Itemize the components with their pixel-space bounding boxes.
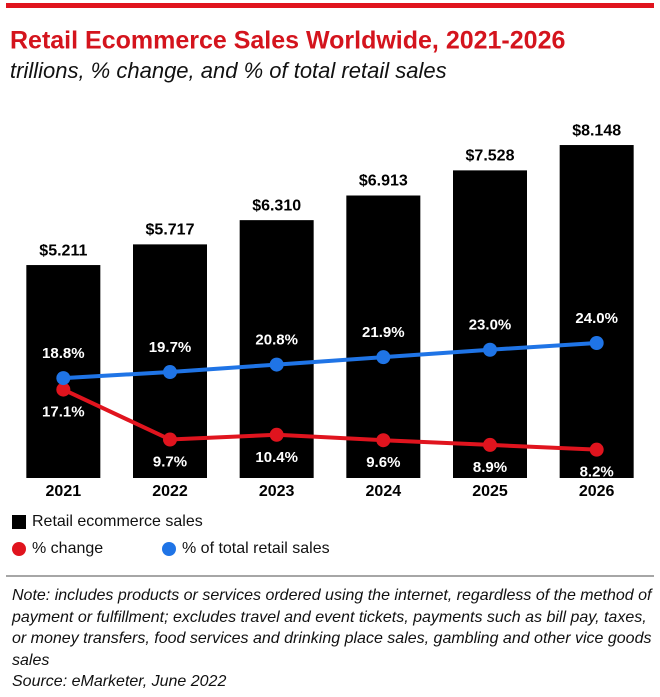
bar-value-label: $8.148 [572, 122, 621, 139]
x-tick-label: 2024 [366, 483, 402, 500]
line-marker [483, 437, 497, 452]
note: Note: includes products or services orde… [12, 587, 652, 669]
line-value-label: 8.9% [473, 459, 507, 476]
bar-value-label: $7.528 [466, 148, 515, 165]
line-marker [163, 432, 177, 447]
line-marker [56, 382, 71, 397]
line-value-label: 10.4% [255, 449, 298, 466]
line-value-label: 20.8% [255, 332, 298, 349]
line-marker [483, 342, 497, 357]
top-rule [6, 3, 654, 8]
line-marker [376, 433, 391, 448]
line-value-label: 21.9% [362, 324, 405, 341]
line-value-label: 24.0% [575, 310, 618, 327]
bar-value-label: $5.211 [39, 242, 87, 259]
x-tick-label: 2026 [579, 483, 615, 500]
line-value-label: 8.2% [580, 464, 614, 481]
x-tick-label: 2021 [46, 483, 82, 500]
line-marker [376, 350, 391, 365]
chart-title: Retail Ecommerce Sales Worldwide, 2021-2… [10, 27, 565, 55]
legend-label: % change [32, 540, 103, 557]
bar-value-label: $6.913 [359, 173, 408, 190]
x-tick-label: 2025 [472, 483, 508, 500]
legend-swatch [162, 542, 176, 556]
legend-swatch [12, 515, 26, 529]
line-marker [56, 371, 71, 386]
line-marker [163, 365, 177, 380]
legend-swatch [12, 542, 26, 556]
line-value-label: 18.8% [42, 345, 85, 362]
line-marker [589, 442, 604, 457]
line-value-label: 19.7% [149, 339, 192, 356]
line-value-label: 17.1% [42, 404, 85, 421]
line-marker [589, 336, 604, 350]
line-value-label: 9.6% [366, 454, 400, 471]
chart: Retail Ecommerce Sales Worldwide, 2021-2… [6, 3, 654, 577]
bar [453, 170, 527, 478]
note-block: Note: includes products or services orde… [12, 585, 652, 693]
x-tick-label: 2022 [152, 483, 188, 500]
legend-label: % of total retail sales [182, 540, 330, 557]
x-tick-label: 2023 [259, 483, 295, 500]
bar-value-label: $5.717 [146, 222, 195, 239]
source: Source: eMarketer, June 2022 [12, 673, 227, 690]
line-value-label: 23.0% [469, 317, 512, 334]
line-marker [269, 427, 284, 442]
bar-value-label: $6.310 [252, 197, 301, 214]
chart-subtitle: trillions, % change, and % of total reta… [10, 58, 447, 83]
bar [346, 195, 421, 478]
legend-label: Retail ecommerce sales [32, 513, 203, 530]
line-value-label: 9.7% [153, 453, 187, 470]
bar [559, 145, 634, 478]
line [62, 387, 597, 452]
line [63, 341, 597, 381]
line-marker [269, 357, 284, 372]
